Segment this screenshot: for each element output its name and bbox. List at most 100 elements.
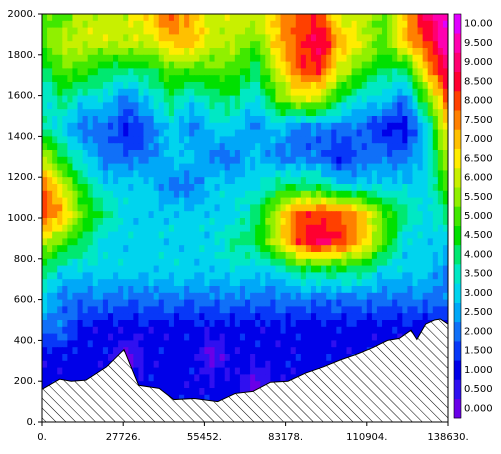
contour-cell: [275, 197, 282, 205]
contour-cell: [107, 313, 114, 321]
contour-cell: [204, 265, 211, 273]
contour-cell: [163, 347, 170, 355]
contour-cell: [118, 245, 124, 253]
contour-cell: [52, 204, 58, 212]
contour-cell: [194, 279, 200, 287]
contour-cell: [295, 190, 302, 199]
contour-cell: [422, 211, 429, 219]
contour-cell: [143, 204, 150, 212]
contour-cell: [310, 14, 317, 22]
contour-cell: [250, 292, 256, 301]
contour-cell: [382, 306, 388, 314]
contour-cell: [321, 177, 327, 185]
contour-cell: [366, 218, 373, 226]
contour-cell: [316, 299, 322, 307]
contour-cell: [250, 299, 256, 307]
contour-cell: [326, 245, 332, 253]
contour-cell: [204, 122, 211, 131]
contour-cell: [189, 381, 195, 389]
contour-cell: [107, 252, 114, 260]
contour-cell: [158, 95, 165, 103]
contour-cell: [275, 156, 282, 165]
contour-cell: [189, 299, 195, 307]
contour-cell: [382, 177, 388, 185]
contour-cell: [67, 354, 74, 362]
contour-cell: [82, 204, 89, 212]
contour-cell: [123, 48, 129, 56]
contour-cell: [234, 88, 241, 97]
contour-cell: [422, 238, 429, 246]
contour-cell: [92, 20, 99, 29]
contour-cell: [270, 204, 277, 212]
contour-cell: [234, 313, 241, 321]
contour-cell: [239, 340, 246, 348]
contour-cell: [356, 333, 363, 341]
contour-cell: [67, 177, 74, 185]
contour-cell: [57, 245, 63, 253]
contour-cell: [128, 354, 134, 362]
contour-cell: [224, 54, 231, 63]
contour-cell: [387, 109, 393, 117]
contour-cell: [128, 265, 134, 273]
contour-cell: [331, 177, 337, 185]
contour-cell: [245, 197, 251, 205]
contour-cell: [387, 177, 393, 185]
contour-cell: [326, 156, 332, 165]
contour-cell: [280, 374, 287, 382]
contour-cell: [412, 156, 419, 165]
contour-cell: [194, 347, 200, 355]
contour-cell: [437, 190, 444, 199]
contour-cell: [265, 61, 271, 69]
contour-cell: [300, 184, 307, 192]
contour-cell: [204, 82, 211, 90]
contour-cell: [265, 252, 271, 260]
contour-cell: [250, 102, 256, 110]
contour-cell: [432, 122, 439, 131]
contour-cell: [153, 381, 160, 389]
contour-cell: [412, 102, 419, 110]
contour-cell: [290, 286, 297, 294]
contour-cell: [87, 190, 94, 199]
contour-cell: [189, 68, 195, 76]
contour-cell: [67, 20, 74, 29]
contour-cell: [163, 286, 170, 294]
contour-cell: [72, 68, 79, 76]
contour-cell: [361, 211, 368, 219]
contour-cell: [422, 116, 429, 124]
contour-cell: [382, 48, 388, 56]
contour-cell: [387, 299, 393, 307]
contour-cell: [234, 258, 241, 267]
contour-cell: [442, 109, 448, 117]
contour-cell: [67, 136, 74, 144]
contour-cell: [290, 326, 297, 335]
contour-cell: [356, 224, 363, 233]
contour-cell: [113, 245, 119, 253]
contour-cell: [356, 347, 363, 355]
contour-cell: [92, 197, 99, 205]
contour-cell: [224, 204, 231, 212]
contour-cell: [366, 68, 373, 76]
contour-cell: [270, 211, 277, 219]
contour-cell: [72, 34, 79, 42]
contour-cell: [300, 347, 307, 355]
contour-cell: [336, 20, 343, 29]
contour-cell: [270, 333, 277, 341]
contour-cell: [77, 231, 84, 239]
contour-cell: [67, 34, 74, 42]
contour-cell: [158, 190, 165, 199]
contour-cell: [275, 61, 282, 69]
contour-cell: [199, 95, 205, 103]
contour-cell: [270, 109, 277, 117]
contour-cell: [128, 156, 134, 165]
contour-cell: [316, 252, 322, 260]
contour-cell: [316, 313, 322, 321]
contour-cell: [72, 360, 79, 369]
contour-cell: [432, 136, 439, 144]
contour-cell: [442, 306, 448, 314]
contour-cell: [255, 136, 261, 144]
contour-cell: [290, 136, 297, 144]
contour-cell: [47, 156, 53, 165]
contour-cell: [285, 347, 292, 355]
contour-cell: [280, 197, 287, 205]
contour-cell: [179, 163, 185, 171]
